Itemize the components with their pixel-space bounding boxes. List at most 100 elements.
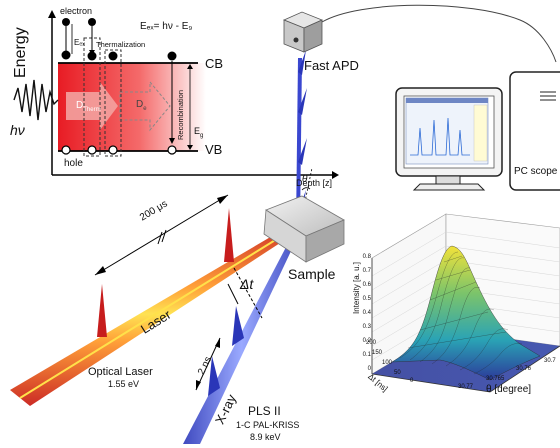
fast-apd-label: Fast APD [304, 58, 359, 73]
theta-arc [301, 187, 311, 191]
delay-dash-2 [227, 283, 239, 305]
laser-pulse-2 [224, 208, 234, 262]
pc-scope [395, 71, 560, 191]
xray-period-head-2 [215, 338, 220, 348]
screen-trace [410, 117, 470, 156]
z-tick: 0.8 [362, 254, 371, 260]
y-tick: 200 [366, 340, 377, 346]
electron-dot-4 [87, 51, 97, 61]
diffracted-beam [296, 58, 302, 226]
monitor-neck [435, 175, 461, 185]
eex-label: Eₑₓ [74, 38, 85, 47]
xray-pulse-1 [208, 356, 220, 396]
monitor-base [412, 183, 486, 191]
equation-label: Eₑₓ= hν - E₉ [140, 21, 193, 32]
diffracted-pulse-3 [298, 88, 307, 115]
dtherm-label: DTherm [76, 100, 101, 113]
screen-side-panel [473, 104, 488, 162]
thermalization-label: Thermalization [96, 40, 146, 49]
z-tick: 0.3 [362, 324, 371, 330]
z-tick: 0.4 [362, 310, 371, 316]
optical-laser-energy: 1.55 eV [108, 379, 140, 389]
plot-gridlines [371, 231, 560, 361]
hole-dot-3 [108, 145, 118, 155]
eg-label: Eg [194, 126, 204, 139]
x-tick: 30.76 [516, 366, 532, 372]
z-tick: 0.5 [362, 296, 371, 302]
theta-label: θ [302, 174, 308, 185]
electron-dot-5 [108, 51, 118, 61]
recombination-label: Recombination [176, 89, 185, 140]
xray-beam [183, 50, 313, 444]
y-tick: 50 [394, 370, 401, 376]
period-break-2 [161, 229, 167, 243]
energy-axis-arrow [48, 10, 56, 18]
plot-x-label: θ [degree] [486, 384, 532, 395]
electron-dot-2 [61, 50, 71, 60]
depth-axis-arrow [332, 171, 339, 179]
optical-laser-label: Optical Laser [88, 366, 153, 378]
energy-diagram [13, 10, 339, 179]
y-tick: 100 [382, 360, 393, 366]
recombination-arrowhead [169, 138, 175, 144]
diffusion-box [104, 49, 122, 157]
intensity-3d-plot [371, 213, 560, 393]
eg-bracket-bottom [187, 145, 193, 150]
electron-label: electron [60, 6, 93, 16]
electron-dot-1 [62, 18, 70, 26]
xray-pulse-2 [232, 306, 244, 346]
detector [282, 4, 557, 63]
plot-z-ticks: 0.8 0.7 0.6 0.5 0.4 0.3 0.2 0.1 0 [355, 254, 371, 374]
sample-label: Sample [288, 266, 336, 282]
z-tick: 0 [367, 366, 371, 372]
source-energy: 8.9 keV [250, 432, 281, 442]
source-beamline: 1-C PAL-KRISS [236, 420, 300, 430]
period-arrowhead-left [95, 266, 106, 275]
xray-period-head-1 [196, 380, 201, 390]
de-label: De [136, 99, 147, 112]
y-tick: 0 [410, 378, 414, 384]
z-tick: 0.7 [362, 268, 371, 274]
eg-bracket-top [187, 64, 193, 69]
pc-scope-label: PC scope [514, 166, 558, 177]
apd-side [303, 19, 323, 53]
vb-label: VB [205, 142, 223, 157]
y-tick: 150 [372, 350, 383, 356]
diffracted-pulse-4 [298, 50, 306, 75]
source-name: PLS II [248, 404, 281, 418]
xray-period-arrow [195, 337, 221, 391]
z-tick: 0.2 [362, 338, 371, 344]
x-tick: 30.765 [486, 376, 505, 382]
x-tick: 30.7 [544, 358, 556, 364]
laser-pulse-1 [97, 284, 107, 337]
depth-label: Depth [z] [296, 178, 333, 188]
cb-label: CB [205, 56, 224, 71]
z-tick: 0.6 [362, 282, 371, 288]
sample-side [305, 219, 345, 263]
hole-dot-4 [167, 145, 177, 155]
diffracted-pulse-2 [298, 138, 307, 165]
scope-box [509, 71, 560, 191]
hole-label: hole [64, 158, 83, 169]
electron-dot-6 [167, 51, 177, 61]
delay-label: Δt [240, 276, 254, 292]
plot-y-axis [371, 373, 491, 393]
screen-titlebar [406, 98, 488, 103]
plot-surface [391, 245, 541, 381]
laser-beam-core [19, 225, 299, 399]
electron-dot-3 [88, 18, 96, 26]
period-arrowhead-right [217, 195, 228, 204]
period-break-1 [157, 231, 163, 245]
apd-window [293, 37, 299, 43]
plot-x-axis [489, 345, 560, 393]
photon-wave [13, 79, 59, 121]
photon-label: hν [10, 122, 25, 138]
hole-dot-2 [87, 145, 97, 155]
hole-dot-1 [61, 145, 71, 155]
sample [263, 195, 345, 263]
plot-surface-mesh [399, 251, 523, 375]
de-arrow [119, 80, 171, 132]
energy-axis-label: Energy [12, 27, 29, 78]
x-tick: 30.77 [458, 384, 474, 390]
apd-cable [321, 4, 557, 63]
